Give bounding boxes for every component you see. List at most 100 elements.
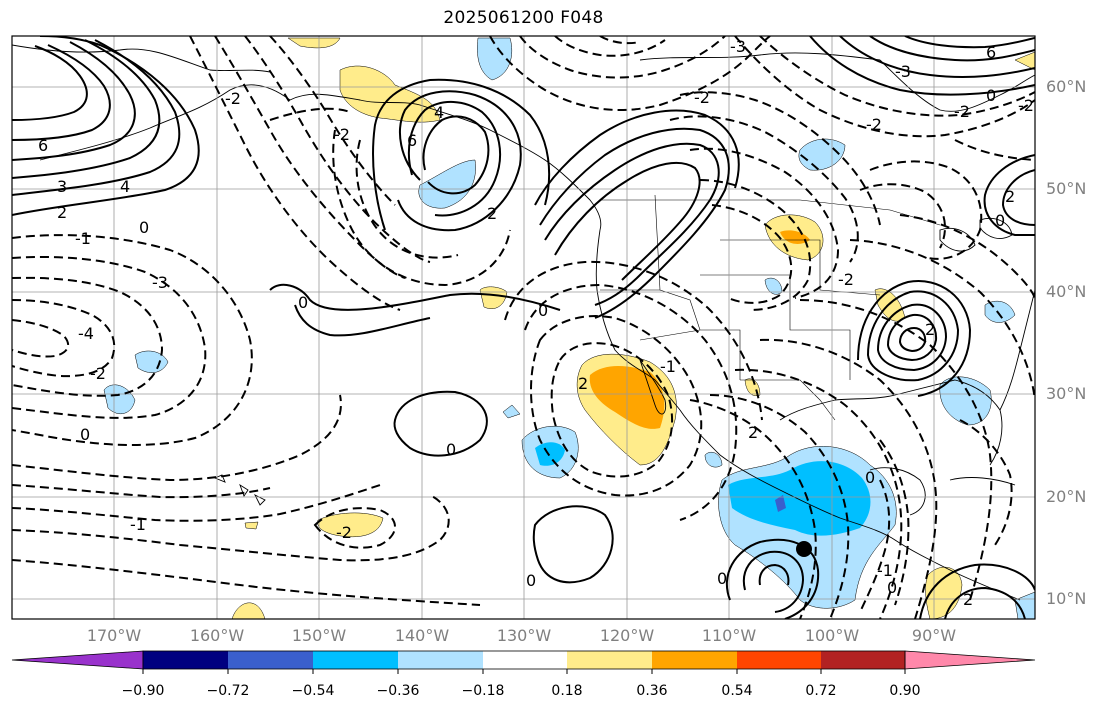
- contour-pos-ridge: [544, 142, 720, 306]
- colorbar-segment: [398, 651, 483, 669]
- colorbar-segment: [567, 651, 652, 669]
- contour-label: 0: [538, 301, 548, 320]
- colorbar-tick-label: −0.36: [376, 683, 420, 699]
- coast-canada-arctic: [639, 52, 881, 61]
- lat-label: 20°N: [1046, 487, 1087, 506]
- contour-label: 3: [57, 177, 67, 196]
- coast-mexico: [679, 409, 1021, 601]
- lat-label: 10°N: [1046, 589, 1087, 608]
- anomaly-blue-canada: [798, 138, 846, 171]
- anomaly-blue-top: [477, 37, 513, 81]
- anomaly-cyan-hawaii: [535, 442, 565, 466]
- contour-label: -2: [866, 115, 882, 134]
- dashed-contours: [12, 36, 1035, 619]
- colorbar-tick-label: 0.90: [889, 683, 921, 699]
- anomaly-yellow-top: [287, 37, 341, 49]
- contour-label: 0: [865, 468, 875, 487]
- contour-label: 0: [995, 211, 1005, 230]
- contour-pos-gulf: [397, 90, 522, 232]
- contour-label: -2: [334, 125, 350, 144]
- colorbar-tick-label: 0.36: [636, 683, 668, 699]
- lon-label: 100°W: [804, 626, 860, 645]
- colorbar-segment: [228, 651, 313, 669]
- coast-hudson: [879, 59, 1035, 112]
- contour-label: -1: [75, 229, 91, 248]
- coast-westcoast: [595, 229, 681, 411]
- colorbar: [11, 650, 1036, 674]
- contour-label: -2: [90, 364, 106, 383]
- anomaly-cyan-mexico: [728, 461, 871, 536]
- contour-label: 4: [120, 177, 130, 196]
- colorbar-segment: [737, 651, 821, 669]
- lon-label: 110°W: [701, 626, 757, 645]
- anomaly-yellow-carib: [925, 566, 963, 619]
- contour-pos-low: [866, 290, 960, 382]
- coast-baja: [639, 359, 667, 415]
- contour-label: 0: [80, 425, 90, 444]
- contour-pos-sw: [725, 538, 820, 619]
- contour-label: -3: [730, 37, 746, 56]
- colorbar-tick-label: −0.72: [206, 683, 250, 699]
- lat-label: 50°N: [1046, 179, 1087, 198]
- contour-zero-mid: [269, 283, 561, 311]
- anomaly-yellow-alaska: [339, 65, 441, 123]
- anomaly-blue-dark: [775, 495, 786, 512]
- solid-contours: [12, 36, 1035, 619]
- lat-label: 60°N: [1046, 77, 1087, 96]
- colorbar-segment: [821, 651, 905, 669]
- contour-label: 2: [925, 320, 935, 339]
- contour-label: 0: [139, 218, 149, 237]
- lon-label: 140°W: [394, 626, 450, 645]
- contour-label: -1: [877, 561, 893, 580]
- contour-label: 2: [487, 204, 497, 223]
- colorbar-tick-label: −0.90: [121, 683, 165, 699]
- lon-label: 90°W: [911, 626, 957, 645]
- anomaly-yellow-hi: [317, 512, 384, 538]
- contour-label: -2: [838, 270, 854, 289]
- contour-label: -3: [895, 62, 911, 81]
- colorbar-tick-label: 0.54: [721, 683, 753, 699]
- anomaly-yellow-small2: [244, 521, 259, 530]
- coast-greatlakes: [939, 227, 976, 252]
- colorbar-tick-label: −0.18: [461, 683, 505, 699]
- contour-zero-low: [393, 390, 488, 457]
- coast-cuba: [949, 477, 1016, 486]
- contour-label: 2: [1005, 187, 1015, 206]
- contour-label: 6: [38, 136, 48, 155]
- contour-label: -3: [152, 273, 168, 292]
- colorbar-frame: [142, 650, 906, 670]
- coast-gulf: [779, 379, 1003, 466]
- lon-label: 150°W: [291, 626, 347, 645]
- contour-label: 0: [298, 293, 308, 312]
- contour-label: 0: [986, 86, 996, 105]
- contour-label: 0: [717, 569, 727, 588]
- contour-label: -2: [336, 523, 352, 542]
- colorbar-tick-label: 0.18: [551, 683, 583, 699]
- contour-label: -2: [954, 102, 970, 121]
- contour-label: 2: [578, 374, 588, 393]
- map-frame: [11, 35, 1036, 620]
- contour-label: 2: [963, 590, 973, 609]
- coast-alaska: [39, 84, 602, 231]
- colorbar-max-arrow: [904, 650, 1036, 670]
- contour-label: -2: [1018, 96, 1034, 115]
- contour-zero-south: [532, 505, 614, 584]
- coast-hawaii: [213, 474, 266, 506]
- contour-label: -2: [225, 89, 241, 108]
- colorbar-tick-label: 0.72: [805, 683, 837, 699]
- colorbar-segment: [143, 651, 228, 669]
- contour-label: 0: [887, 578, 897, 597]
- anomaly-blue-small2: [704, 451, 723, 468]
- lon-label: 130°W: [496, 626, 552, 645]
- colorbar-segment: [652, 651, 737, 669]
- contour-labels: 6 3 4 2 0 -1 -3 -4 -2 0 4 6 2 0 0 0 -2 -…: [38, 37, 1034, 609]
- contour-label: -1: [660, 357, 676, 376]
- contour-label: -1: [130, 515, 146, 534]
- contour-label: -2: [694, 88, 710, 107]
- lon-label: 160°W: [189, 626, 245, 645]
- contour-label: 6: [407, 131, 417, 150]
- map-title: 2025061200 F048: [443, 8, 604, 28]
- contour-label: 2: [748, 423, 758, 442]
- lon-label: 170°W: [86, 626, 142, 645]
